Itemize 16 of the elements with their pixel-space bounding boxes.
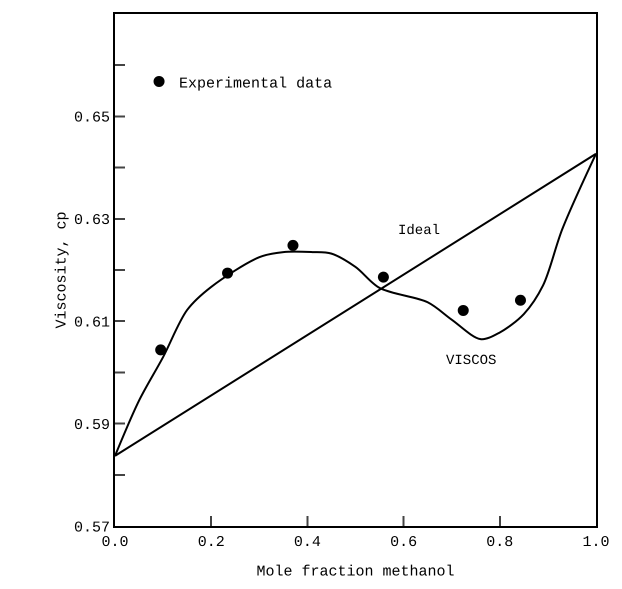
x-axis-title: Mole fraction methanol [256,564,455,580]
y-tick-label: 0.63 [74,212,110,230]
y-tick-label: 0.57 [74,519,110,536]
series-label: VISCOS [446,353,496,369]
x-tick-label: 0.8 [486,534,514,551]
x-tick-label: 0.4 [294,534,321,551]
x-tick-label: 1.0 [582,534,610,551]
y-tick-label: 0.59 [74,416,110,434]
y-tick-label: 0.65 [74,110,110,127]
y-tick-label: 0.61 [74,314,110,332]
legend-label: Experimental data [179,75,332,92]
x-tick-label: 0.6 [390,534,418,551]
x-tick-label: 0.0 [101,534,129,551]
y-axis-title: Viscosity, cp [54,211,71,329]
x-tick-label: 0.2 [198,534,225,551]
series-label: Ideal [398,223,440,239]
